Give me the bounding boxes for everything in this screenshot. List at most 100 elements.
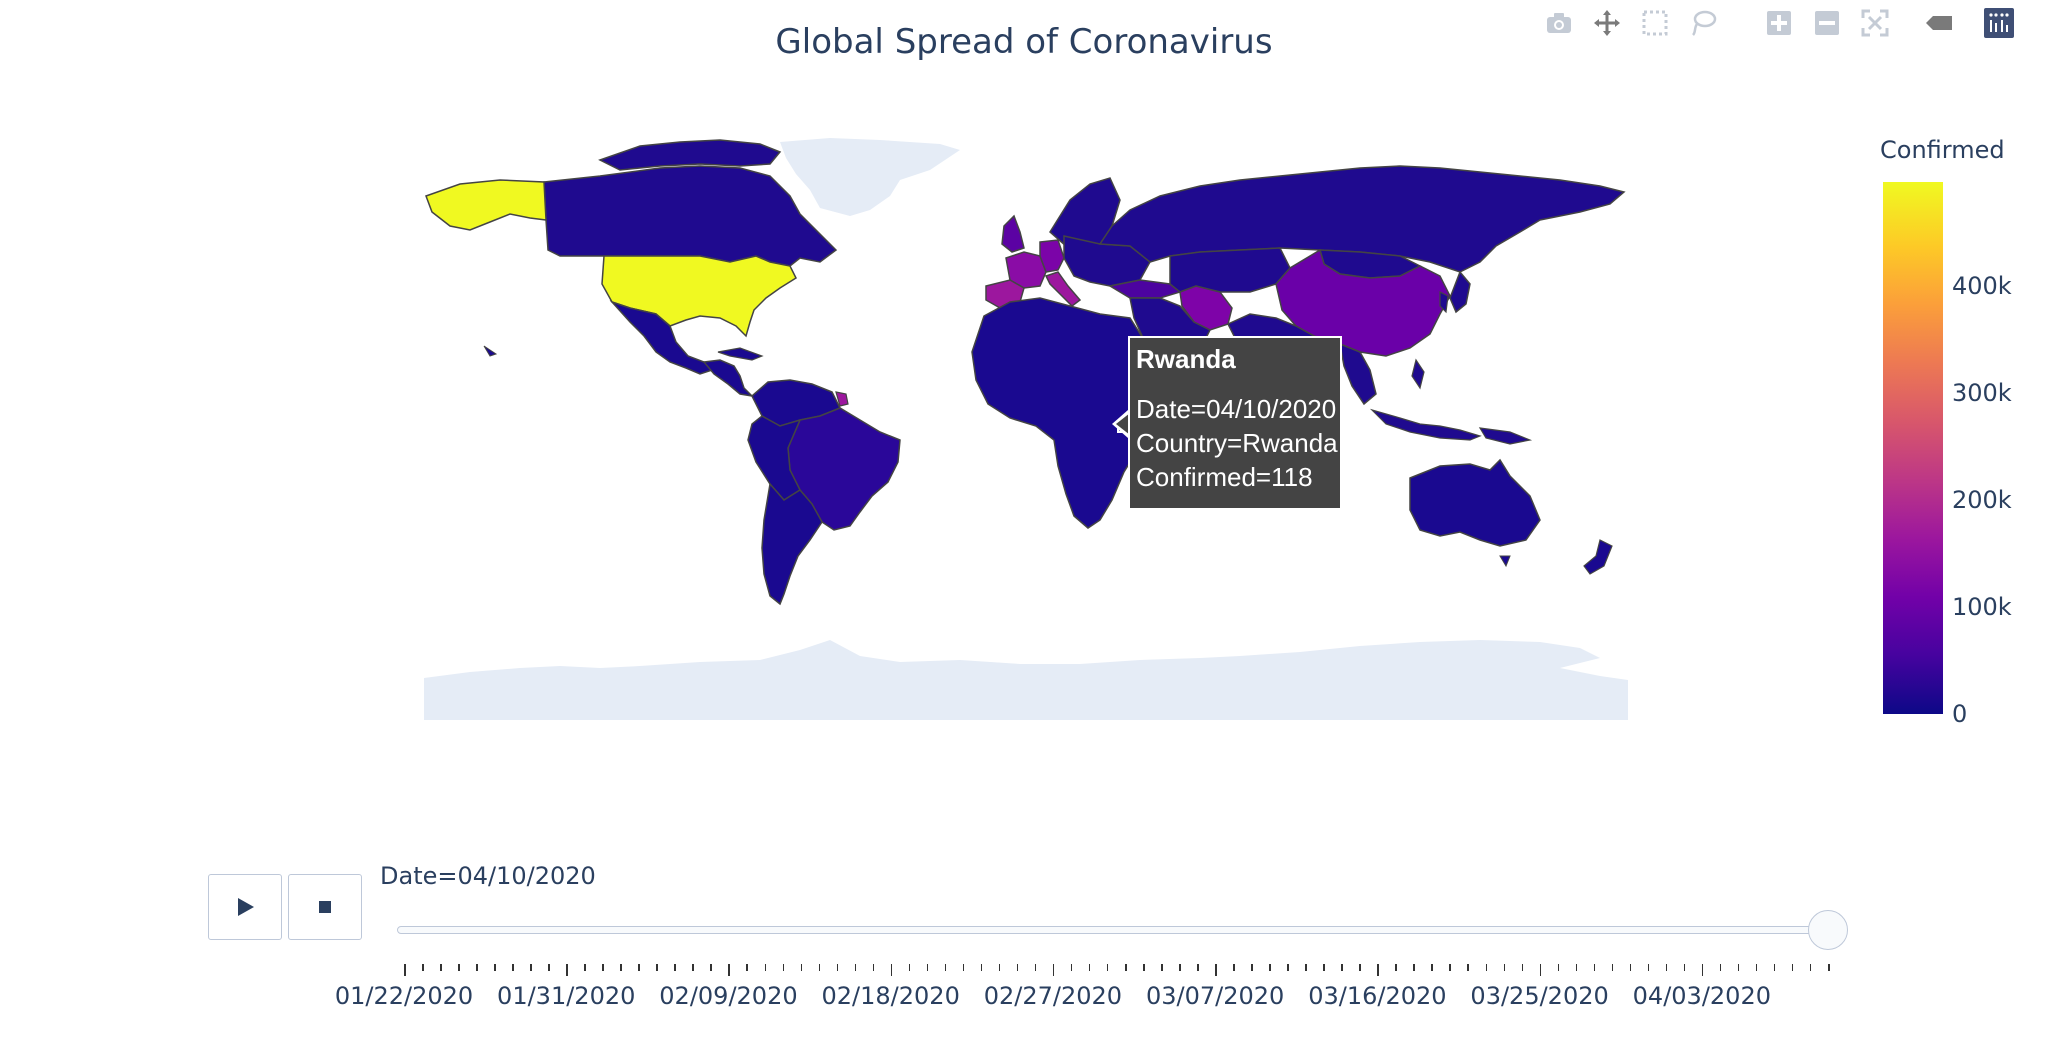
slider-tick bbox=[1449, 964, 1451, 971]
slider-tick bbox=[710, 964, 712, 971]
slider-tick bbox=[1341, 964, 1343, 971]
slider-tick bbox=[944, 964, 947, 971]
slider-tick bbox=[746, 964, 748, 971]
slider-tick bbox=[1179, 964, 1181, 971]
africa[interactable] bbox=[971, 297, 1173, 529]
slider-tick bbox=[656, 964, 658, 971]
slider-tick bbox=[512, 964, 514, 971]
slider-tick bbox=[404, 964, 406, 976]
play-button[interactable] bbox=[208, 874, 282, 940]
slider-tick bbox=[1575, 964, 1578, 971]
southeast-asia[interactable] bbox=[1339, 342, 1377, 406]
slider-tick bbox=[800, 964, 803, 971]
slider-tick bbox=[1052, 964, 1055, 976]
slider-tick bbox=[1125, 964, 1127, 971]
slider-tick bbox=[764, 964, 766, 971]
slider-tick-label: 01/31/2020 bbox=[497, 982, 636, 1010]
greenland[interactable] bbox=[780, 138, 960, 216]
slider-tick bbox=[1431, 964, 1433, 971]
pan-icon[interactable] bbox=[1590, 6, 1624, 40]
hover-closest-icon[interactable] bbox=[1922, 6, 1956, 40]
slider-tick bbox=[1791, 964, 1794, 971]
slider-grip[interactable] bbox=[1808, 910, 1848, 950]
kazakhstan-central-asia[interactable] bbox=[1169, 247, 1291, 293]
slider-tick bbox=[1647, 964, 1650, 971]
canada[interactable] bbox=[543, 165, 838, 267]
new-zealand[interactable] bbox=[1583, 539, 1613, 575]
slider-tick bbox=[1323, 964, 1325, 971]
colorbar-title: Confirmed bbox=[1880, 136, 2005, 164]
slider-tick bbox=[1557, 964, 1560, 971]
zoom-in-icon[interactable] bbox=[1762, 6, 1796, 40]
italy[interactable] bbox=[1044, 271, 1082, 307]
colorbar-tick: 300k bbox=[1952, 379, 2012, 407]
canada-islands[interactable] bbox=[598, 139, 782, 171]
slider-tick bbox=[1161, 964, 1163, 971]
modebar bbox=[1542, 6, 2042, 40]
slider-tick bbox=[530, 964, 532, 971]
slider-tick bbox=[872, 964, 875, 971]
slider-tick bbox=[854, 964, 857, 971]
slider-tick bbox=[1719, 964, 1722, 971]
indonesia-philippines[interactable] bbox=[1369, 358, 1482, 441]
slider-tick-label: 03/07/2020 bbox=[1145, 982, 1285, 1010]
slider-tick bbox=[1287, 964, 1289, 971]
tooltip-date: Date=04/10/2020 bbox=[1136, 394, 1337, 424]
slider-tick bbox=[1828, 964, 1830, 971]
slider-tick bbox=[1251, 964, 1253, 971]
japan[interactable] bbox=[1449, 270, 1471, 314]
plotly-logo-icon[interactable] bbox=[1982, 6, 2016, 40]
slider-tick bbox=[1016, 964, 1019, 971]
argentina-chile[interactable] bbox=[761, 482, 823, 606]
colorbar-gradient bbox=[1883, 182, 1943, 714]
slider-tick-label: 02/09/2020 bbox=[659, 982, 798, 1010]
colorbar-tick: 200k bbox=[1952, 486, 2012, 514]
tasmania[interactable] bbox=[1499, 555, 1511, 568]
slider-tick-label: 03/16/2020 bbox=[1308, 982, 1447, 1010]
slider-tick bbox=[1809, 964, 1812, 971]
slider-tick bbox=[728, 964, 730, 976]
central-america[interactable] bbox=[702, 359, 755, 398]
papua[interactable] bbox=[1478, 427, 1533, 445]
reset-icon[interactable] bbox=[1858, 6, 1892, 40]
slider-tick bbox=[1467, 964, 1469, 971]
slider-tick bbox=[476, 964, 478, 971]
slider-tick bbox=[1539, 964, 1542, 976]
australia[interactable] bbox=[1409, 458, 1541, 547]
slider-tick bbox=[1413, 964, 1415, 971]
slider-tick bbox=[566, 964, 568, 976]
french-guiana[interactable] bbox=[835, 391, 849, 407]
cuba[interactable] bbox=[717, 347, 764, 361]
colorbar-tick: 0 bbox=[1952, 700, 1968, 728]
camera-icon[interactable] bbox=[1542, 6, 1576, 40]
slider-tick bbox=[980, 964, 983, 971]
united-kingdom[interactable] bbox=[1001, 214, 1025, 253]
slider-tick bbox=[998, 964, 1001, 971]
slider-tick bbox=[1593, 964, 1596, 971]
germany[interactable] bbox=[1039, 239, 1065, 273]
antarctica[interactable] bbox=[424, 640, 1628, 720]
colorbar-tick: 400k bbox=[1952, 272, 2012, 300]
box-select-icon[interactable] bbox=[1638, 6, 1672, 40]
slider-tick bbox=[1197, 964, 1199, 971]
slider-tick bbox=[836, 964, 839, 971]
colorbar-tick: 100k bbox=[1952, 593, 2012, 621]
lasso-icon[interactable] bbox=[1686, 6, 1720, 40]
hawaii[interactable] bbox=[483, 345, 498, 357]
zoom-out-icon[interactable] bbox=[1810, 6, 1844, 40]
tooltip-pointer-fill bbox=[1116, 413, 1130, 435]
korea[interactable] bbox=[1439, 291, 1449, 314]
slider-tick bbox=[1737, 964, 1740, 971]
slider-tick bbox=[1377, 964, 1379, 976]
stop-button[interactable] bbox=[288, 874, 362, 940]
alaska[interactable] bbox=[425, 179, 547, 231]
slider-tick bbox=[908, 964, 911, 971]
slider-tick bbox=[638, 964, 640, 971]
slider-tick bbox=[1088, 964, 1091, 971]
slider-rail[interactable] bbox=[397, 926, 1825, 934]
slider-tick-label: 02/27/2020 bbox=[983, 982, 1123, 1010]
slider-current-value: Date=04/10/2020 bbox=[380, 862, 596, 890]
slider-tick bbox=[1143, 964, 1145, 971]
slider-tick-label: 03/25/2020 bbox=[1470, 982, 1609, 1010]
